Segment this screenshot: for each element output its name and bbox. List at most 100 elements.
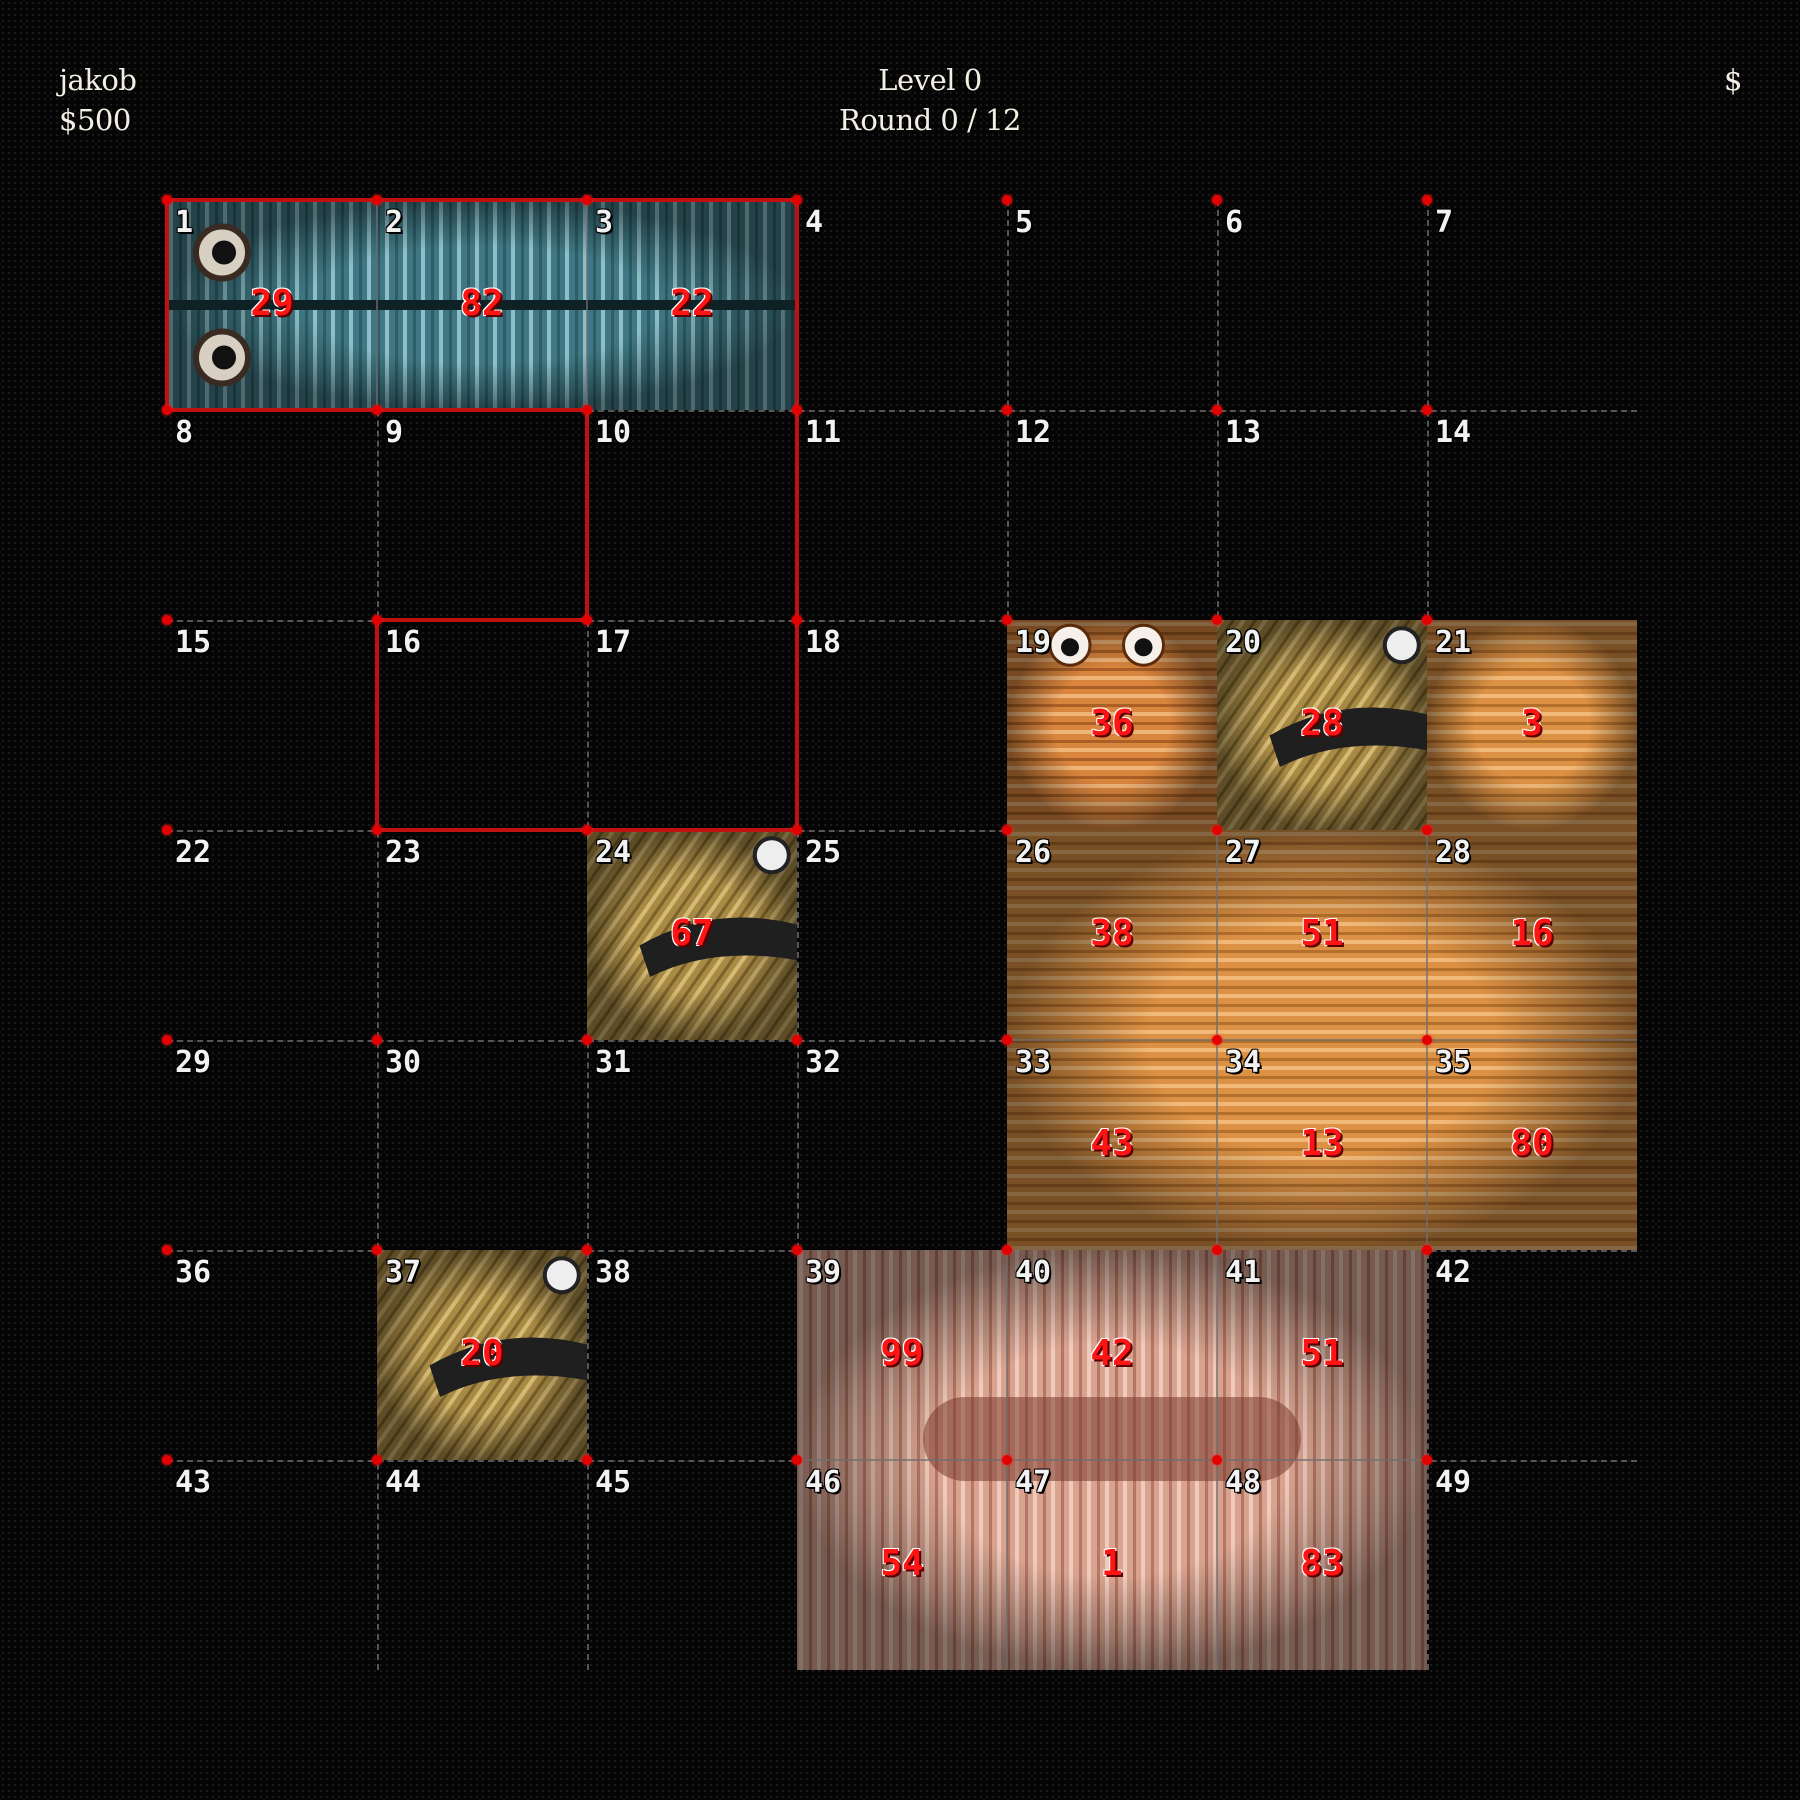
corner-dot [582,1035,592,1045]
player-money: $500 [59,103,131,137]
round-counter: Round 0 / 12 [839,103,1022,137]
worm-tile-olive-worm-24[interactable] [587,830,797,1040]
cell-number: 6 [1225,205,1244,240]
worm-eye-icon [752,836,791,875]
cell-number: 17 [595,625,632,660]
corner-dot [792,615,802,625]
corner-dot [1422,1455,1432,1465]
grid-line-horizontal [167,410,1637,412]
selection-outline-path [165,198,799,832]
cell-number: 33 [1015,1045,1052,1080]
cell-number: 22 [175,835,212,870]
cell-number: 31 [595,1045,632,1080]
worm-shading [1007,620,1217,830]
worm-mouth [1269,707,1427,767]
cell-number: 44 [385,1465,422,1500]
corner-dot [1212,1245,1222,1255]
cell-number: 7 [1435,205,1454,240]
cell-number: 34 [1225,1045,1262,1080]
grid-line-horizontal [167,1040,1637,1042]
corner-dot [1212,825,1222,835]
cell-number: 35 [1435,1045,1472,1080]
cell-number: 3 [595,205,614,240]
corner-dot [162,615,172,625]
cell-number: 8 [175,415,194,450]
level-label: Level 0 [878,63,982,97]
cell-number: 9 [385,415,404,450]
cell-number: 24 [595,835,632,870]
worm-tile-blue-double-worm[interactable] [167,200,797,410]
corner-dot [792,1455,802,1465]
corner-dot [162,825,172,835]
worm-tile-olive-worm-37[interactable] [377,1250,587,1460]
corner-dot [372,1035,382,1045]
corner-dot [372,1245,382,1255]
worm-seam [167,300,797,310]
cell-number: 19 [1015,625,1052,660]
player-panel: jakob $500 [59,60,137,140]
cell-number: 10 [595,415,632,450]
top-right-panel: $ [1724,60,1742,100]
tile-value: 42 [1090,1333,1134,1374]
corner-dot [1002,195,1012,205]
corner-dot [372,615,382,625]
worm-tile-orange-worm-body[interactable] [1007,830,1637,1250]
worm-pupil-icon [1061,638,1079,657]
corner-dot [792,195,802,205]
cell-number: 41 [1225,1255,1262,1290]
cell-number: 2 [385,205,404,240]
corner-dot [1422,1035,1432,1045]
cell-number: 49 [1435,1465,1472,1500]
tile-value: 3 [1521,703,1543,744]
tile-value: 29 [250,283,294,324]
worm-tile-olive-worm-20[interactable] [1217,620,1427,830]
corner-dot [1422,405,1432,415]
corner-dot [582,1455,592,1465]
cell-number: 13 [1225,415,1262,450]
corner-dot [1422,195,1432,205]
tile-value: 38 [1090,913,1134,954]
dollar-icon[interactable]: $ [1724,63,1742,97]
corner-dot [1212,1035,1222,1045]
worm-image [377,1250,587,1460]
corner-dot [1002,405,1012,415]
cell-number: 43 [175,1465,212,1500]
cell-number: 26 [1015,835,1052,870]
tile-value: 1 [1101,1543,1123,1584]
corner-dot [1002,825,1012,835]
cell-number: 18 [805,625,842,660]
corner-dot [792,405,802,415]
corner-dot [582,405,592,415]
cell-number: 32 [805,1045,842,1080]
tile-value: 83 [1300,1543,1344,1584]
grid-line-horizontal [167,620,1637,622]
corner-dot [792,825,802,835]
tile-value: 51 [1300,1333,1344,1374]
worm-image [1427,620,1637,830]
tile-cell-divider [586,200,588,410]
cell-number: 36 [175,1255,212,1290]
cell-number: 40 [1015,1255,1052,1290]
tile-value: 22 [670,283,714,324]
tile-value: 16 [1510,913,1554,954]
corner-dot [582,195,592,205]
level-panel: Level 0 Round 0 / 12 [700,60,1160,140]
tile-value: 54 [880,1543,924,1584]
worm-eye-icon [1382,626,1421,665]
cell-number: 47 [1015,1465,1052,1500]
corner-dot [1212,405,1222,415]
corner-dot [372,405,382,415]
grid-line-horizontal [167,830,1637,832]
worm-tile-pink-ring-worm[interactable] [797,1250,1427,1670]
worm-tile-orange-worm-21[interactable] [1427,620,1637,830]
corner-dot [1002,1455,1012,1465]
worm-tile-orange-worm-19[interactable] [1007,620,1217,830]
corner-dot [1422,825,1432,835]
worm-image [1007,620,1217,830]
cell-number: 4 [805,205,824,240]
cell-number: 1 [175,205,194,240]
grid-line-vertical [377,200,379,1670]
corner-dot [582,615,592,625]
